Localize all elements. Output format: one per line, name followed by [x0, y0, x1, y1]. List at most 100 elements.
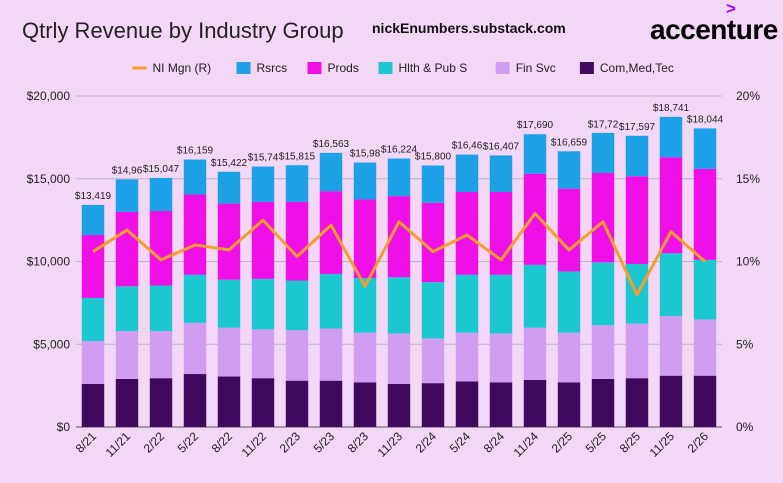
x-tick-label: 11/23	[375, 429, 406, 460]
bar-segment	[591, 379, 615, 427]
bar-segment	[557, 188, 581, 272]
bar-segment	[353, 382, 377, 427]
bar-segment	[217, 171, 241, 204]
x-tick-label: 5/25	[583, 429, 610, 456]
bar-segment	[421, 282, 445, 339]
bar-segment	[693, 259, 717, 320]
total-data-label: $16,659	[551, 137, 588, 148]
total-data-label: $16,46	[452, 141, 483, 152]
x-tick-label: 8/24	[481, 429, 508, 456]
bar-segment	[387, 277, 411, 334]
total-data-label: $17,597	[619, 122, 656, 133]
total-data-label: $18,044	[687, 114, 724, 125]
bar-segment	[217, 376, 241, 427]
x-tick-label: 5/22	[175, 429, 202, 456]
legend-label: NI Mgn (R)	[153, 61, 212, 75]
bar-segment	[285, 201, 309, 281]
bar-segment	[115, 286, 139, 332]
bar-segment	[489, 191, 513, 275]
bar-segment	[183, 322, 207, 375]
bar-segment	[421, 338, 445, 384]
total-data-label: $18,741	[653, 103, 690, 114]
bar-segment	[81, 235, 105, 298]
bar-segment	[353, 278, 377, 333]
bar-segment	[319, 191, 343, 274]
bar-segment	[251, 278, 275, 330]
bar-segment	[489, 333, 513, 383]
legend-layer[interactable]: NI Mgn (R) Rsrcs Prods Hlth & Pub S Fin Svc C…	[132, 61, 674, 75]
bar-segment	[387, 383, 411, 427]
x-tick-label: 2/23	[277, 429, 304, 456]
bar-segment	[387, 196, 411, 278]
bar-segment	[353, 162, 377, 200]
y-right-tick-label: 10%	[736, 255, 760, 269]
y-right-tick-label: 5%	[736, 337, 754, 351]
bar-segment	[149, 378, 173, 427]
bar-segment	[659, 116, 683, 158]
x-tick-label: 5/24	[447, 429, 474, 456]
total-data-label: $15,422	[211, 158, 248, 169]
bar-segment	[285, 330, 309, 381]
bar-segment	[81, 204, 105, 236]
bar-segment	[523, 173, 547, 265]
bar-segment	[285, 165, 309, 202]
legend-label: Hlth & Pub S	[399, 61, 468, 75]
bar-segment	[455, 191, 479, 275]
x-tick-label: 11/22	[239, 429, 270, 460]
bar-segment	[285, 280, 309, 331]
bar-segment	[523, 134, 547, 174]
bar-segment	[251, 378, 275, 427]
bar-segment	[693, 168, 717, 260]
x-tick-label: 2/22	[141, 429, 168, 456]
legend-label: Com,Med,Tec	[600, 61, 674, 75]
bar-segment	[217, 327, 241, 377]
bar-segment	[285, 380, 309, 427]
labels-layer: $13,419 $14,96 $15,047 $16,159$15,422 $15,74…	[75, 103, 724, 202]
bar-segment	[251, 201, 275, 279]
x-tick-label: 2/26	[685, 429, 712, 456]
x-tick-label: 8/21	[73, 429, 100, 456]
legend-swatch	[236, 62, 251, 74]
x-tick-label: 8/23	[345, 429, 372, 456]
x-tick-label: 11/24	[511, 429, 542, 460]
y-left-tick-label: $10,000	[27, 255, 71, 269]
bar-segment	[149, 211, 173, 286]
x-tick-label: 2/24	[413, 429, 440, 456]
bar-segment	[659, 375, 683, 427]
bar-segment	[523, 379, 547, 427]
bar-segment	[421, 202, 445, 283]
bar-segment	[387, 333, 411, 384]
x-tick-label: 11/25	[647, 429, 678, 460]
bar-segment	[591, 132, 615, 173]
bar-segment	[251, 329, 275, 379]
bar-segment	[523, 327, 547, 380]
bar-segment	[319, 152, 343, 192]
bar-segment	[183, 374, 207, 427]
bar-segment	[455, 154, 479, 192]
bar-segment	[387, 158, 411, 197]
legend-label: Fin Svc	[516, 61, 556, 75]
total-data-label: $15,815	[279, 151, 316, 162]
legend-swatch	[307, 62, 322, 74]
legend-label: Prods	[328, 61, 359, 75]
legend-label: Rsrcs	[257, 61, 288, 75]
bar-segment	[523, 264, 547, 328]
bar-segment	[319, 328, 343, 381]
bar-segment	[557, 332, 581, 383]
total-data-label: $14,96	[112, 165, 143, 176]
total-data-label: $15,74	[248, 153, 279, 164]
bar-segment	[81, 297, 105, 341]
total-data-label: $15,047	[143, 164, 180, 175]
bar-segment	[591, 262, 615, 326]
bar-segment	[115, 379, 139, 427]
bar-segment	[625, 378, 649, 427]
line-layer	[92, 212, 706, 297]
bar-segment	[625, 135, 649, 177]
bar-segment	[81, 383, 105, 427]
bar-segment	[489, 274, 513, 334]
bar-segment	[455, 332, 479, 382]
total-data-label: $16,563	[313, 139, 350, 150]
total-data-label: $13,419	[75, 191, 112, 202]
